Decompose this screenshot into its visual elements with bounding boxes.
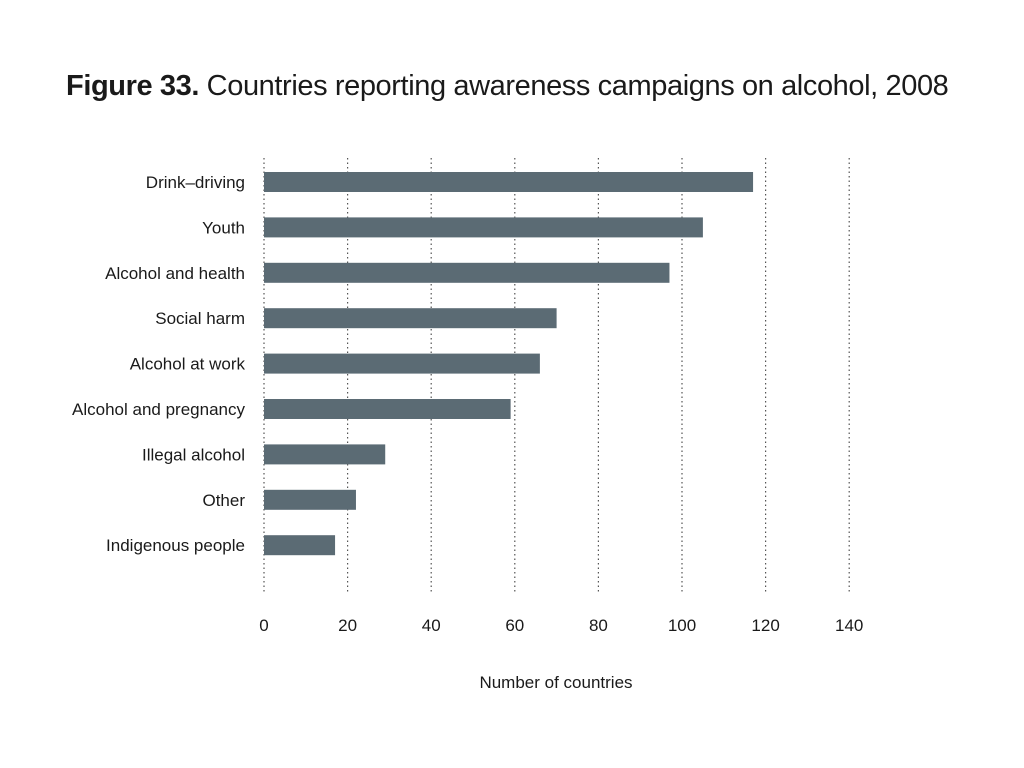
- category-label: Alcohol and health: [105, 264, 245, 283]
- category-label: Social harm: [155, 309, 245, 328]
- x-tick-label: 140: [835, 616, 863, 635]
- bar: [264, 217, 703, 238]
- bar: [264, 262, 670, 283]
- bar: [264, 489, 356, 510]
- bar: [264, 353, 540, 374]
- bar: [264, 172, 754, 192]
- x-tick-label: 80: [589, 616, 608, 635]
- x-tick-label: 40: [422, 616, 441, 635]
- category-label: Indigenous people: [106, 536, 245, 555]
- x-tick-labels: 0 20 40 60 80 100 120 140: [259, 616, 863, 635]
- figure-title: Figure 33. Countries reporting awareness…: [66, 70, 949, 103]
- figure-title-text: Countries reporting awareness campaigns …: [206, 70, 949, 102]
- category-label: Other: [202, 491, 245, 510]
- x-tick-label: 60: [505, 616, 524, 635]
- bar: [264, 399, 511, 419]
- category-label: Drink–driving: [146, 173, 245, 192]
- figure-label: Figure 33.: [66, 70, 199, 102]
- category-labels: Drink–driving Youth Alcohol and health Soci…: [72, 173, 245, 555]
- bar: [264, 308, 557, 329]
- category-label: Youth: [202, 218, 245, 237]
- x-tick-label: 20: [338, 616, 357, 635]
- bar: [264, 444, 386, 465]
- category-label: Illegal alcohol: [142, 445, 245, 464]
- x-tick-label: 120: [751, 616, 779, 635]
- category-label: Alcohol at work: [130, 355, 246, 374]
- x-axis-title: Number of countries: [479, 673, 632, 692]
- x-tick-label: 0: [259, 616, 268, 635]
- bars: [264, 172, 754, 556]
- category-label: Alcohol and pregnancy: [72, 400, 245, 419]
- bar: [264, 535, 336, 556]
- x-tick-label: 100: [668, 616, 696, 635]
